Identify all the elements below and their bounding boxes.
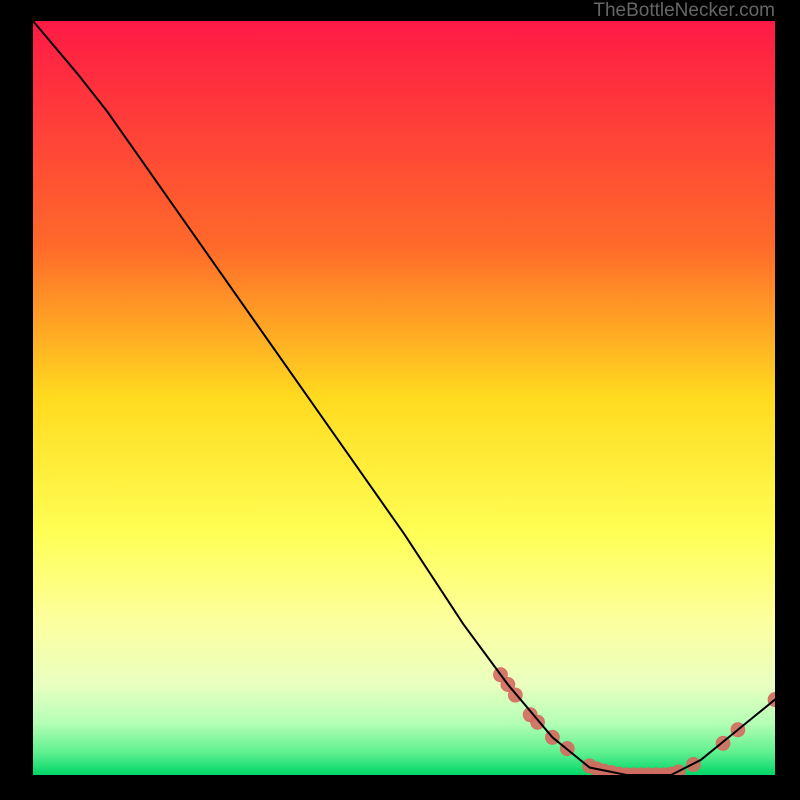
watermark-text: TheBottleNecker.com (593, 0, 775, 22)
chart-stage: TheBottleNecker.com (0, 0, 800, 800)
scatter-point (531, 715, 545, 729)
gradient-background (33, 21, 775, 775)
plot-svg (33, 21, 775, 775)
plot-area (32, 20, 776, 776)
